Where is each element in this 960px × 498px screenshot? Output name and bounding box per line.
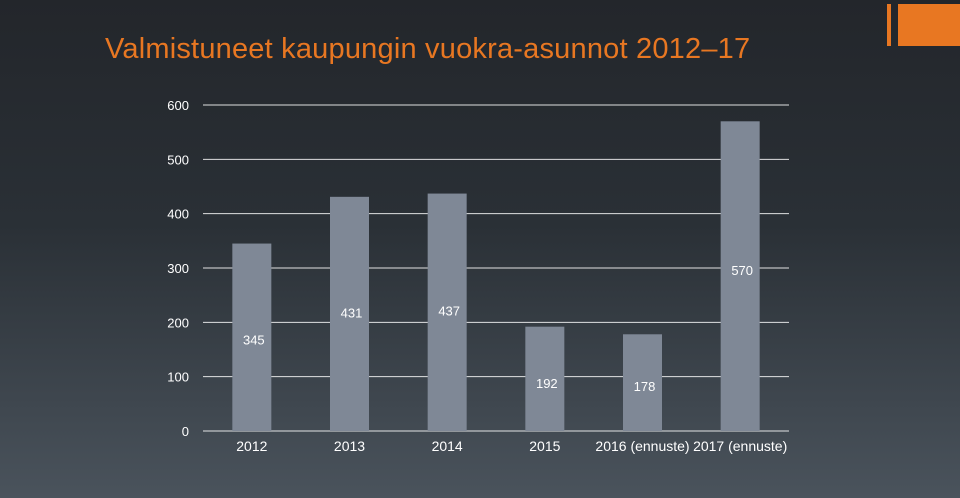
x-category-label: 2014: [432, 438, 463, 454]
bar-2014: [427, 193, 467, 431]
bar-2017: [720, 121, 760, 432]
x-category-label: 2015: [529, 438, 560, 454]
data-label: 345: [243, 333, 265, 348]
data-label: 192: [536, 376, 558, 391]
x-category-label: 2017 (ennuste): [693, 438, 787, 454]
bar-2012: [232, 243, 272, 431]
bars: [232, 121, 760, 432]
x-category-label: 2013: [334, 438, 365, 454]
x-category-label: 2012: [236, 438, 267, 454]
y-tick-label: 200: [167, 315, 189, 330]
data-labels: 345 431 437 192 178 570: [243, 263, 753, 394]
y-tick-label: 500: [167, 152, 189, 167]
y-tick-label: 0: [182, 424, 189, 439]
y-tick-label: 100: [167, 370, 189, 385]
accent-bar-thin: [887, 4, 891, 46]
bar-2013: [330, 196, 369, 431]
y-tick-label: 300: [167, 261, 189, 276]
bar-2015: [525, 326, 565, 431]
bar-2016: [623, 334, 662, 431]
x-category-label: 2016 (ennuste): [595, 438, 689, 454]
y-axis-ticks: 0 100 200 300 400 500 600: [167, 98, 189, 439]
data-label: 437: [438, 303, 460, 318]
y-tick-label: 400: [167, 207, 189, 222]
data-label: 431: [341, 306, 363, 321]
accent-block: [898, 4, 960, 46]
data-label: 570: [731, 263, 753, 278]
grid-lines: [203, 104, 789, 432]
data-label: 178: [634, 379, 656, 394]
slide-title: Valmistuneet kaupungin vuokra-asunnot 20…: [105, 33, 751, 65]
x-axis-labels: 2012 2013 2014 2015 2016 (ennuste) 2017 (ennu…: [236, 438, 787, 454]
y-tick-label: 600: [167, 98, 189, 113]
